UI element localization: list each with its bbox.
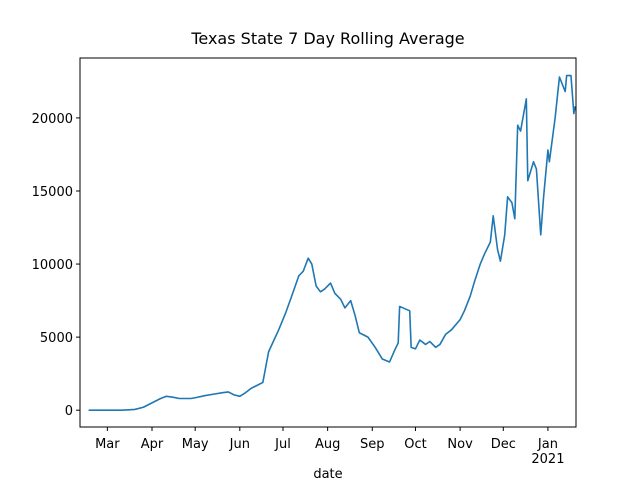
y-tick-label: 10000 <box>32 258 73 273</box>
x-tick-label: Aug <box>315 437 340 452</box>
x-tick-label: Dec <box>491 437 516 452</box>
x-tick-label: May <box>182 437 209 452</box>
x-axis-label: date <box>313 467 342 480</box>
x-tick-label: Jul <box>274 437 291 452</box>
y-tick-label: 5000 <box>40 331 73 346</box>
x-tick-label: Nov <box>447 437 473 452</box>
x-tick-label: Sep <box>360 437 385 452</box>
x-tick-label: Apr <box>141 437 164 452</box>
x-tick-label: Jan 2021 <box>531 437 564 467</box>
data-line <box>88 74 577 411</box>
y-tick-label: 0 <box>65 404 73 419</box>
chart-title: Texas State 7 Day Rolling Average <box>190 29 464 48</box>
y-tick-label: 20000 <box>32 112 73 127</box>
x-tick-label: Mar <box>95 437 120 452</box>
y-tick-label: 15000 <box>32 185 73 200</box>
x-tick-label: Oct <box>404 437 426 452</box>
x-tick-label: Jun <box>229 437 250 452</box>
plot-frame <box>79 57 577 428</box>
